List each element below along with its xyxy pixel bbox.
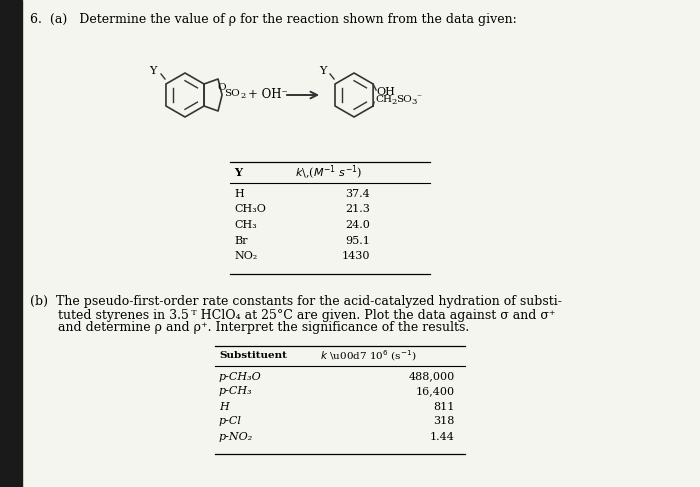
- Text: tuted styrenes in 3.5 ᵀ HClO₄ at 25°C are given. Plot the data against σ and σ⁺: tuted styrenes in 3.5 ᵀ HClO₄ at 25°C ar…: [30, 308, 556, 321]
- Text: H: H: [234, 189, 244, 199]
- Text: 2: 2: [240, 92, 245, 100]
- Text: Substituent: Substituent: [219, 351, 287, 360]
- Text: 811: 811: [433, 401, 455, 412]
- Text: 1430: 1430: [342, 251, 370, 261]
- Text: SO: SO: [396, 95, 412, 105]
- Text: NO₂: NO₂: [234, 251, 258, 261]
- Text: Y: Y: [234, 168, 242, 179]
- Text: 24.0: 24.0: [345, 220, 370, 230]
- Text: 488,000: 488,000: [409, 372, 455, 381]
- Text: 16,400: 16,400: [416, 387, 455, 396]
- Text: $k$\,($M^{-1}$ $s^{-1}$): $k$\,($M^{-1}$ $s^{-1}$): [295, 164, 363, 182]
- Text: CH: CH: [375, 95, 392, 105]
- Text: 2: 2: [391, 98, 396, 106]
- Text: 21.3: 21.3: [345, 205, 370, 214]
- Text: $k$ \u00d7 10$^6$ (s$^{-1}$): $k$ \u00d7 10$^6$ (s$^{-1}$): [320, 348, 416, 363]
- Text: O: O: [217, 82, 225, 92]
- Text: p-CH₃: p-CH₃: [219, 387, 253, 396]
- Text: Y: Y: [318, 66, 326, 76]
- Text: SO: SO: [224, 90, 240, 98]
- Text: Y: Y: [150, 66, 157, 76]
- Text: 318: 318: [433, 416, 455, 427]
- Text: p-CH₃O: p-CH₃O: [219, 372, 262, 381]
- Text: (b)  The pseudo-first-order rate constants for the acid-catalyzed hydration of s: (b) The pseudo-first-order rate constant…: [30, 296, 562, 308]
- Text: 1.44: 1.44: [430, 431, 455, 442]
- Text: CH₃O: CH₃O: [234, 205, 266, 214]
- Text: 3: 3: [411, 98, 416, 106]
- Text: and determine ρ and ρ⁺. Interpret the significance of the results.: and determine ρ and ρ⁺. Interpret the si…: [30, 321, 469, 335]
- Bar: [0, 0, 22, 487]
- Text: ⁻: ⁻: [416, 94, 421, 102]
- Text: 6.  (a)   Determine the value of ρ for the reaction shown from the data given:: 6. (a) Determine the value of ρ for the …: [30, 13, 517, 26]
- Text: + OH⁻: + OH⁻: [248, 88, 288, 100]
- Text: 95.1: 95.1: [345, 236, 370, 245]
- Text: 37.4: 37.4: [345, 189, 370, 199]
- Text: p-Cl: p-Cl: [219, 416, 242, 427]
- Text: Br: Br: [234, 236, 248, 245]
- Text: p-NO₂: p-NO₂: [219, 431, 253, 442]
- Text: OH: OH: [376, 87, 395, 97]
- Text: H: H: [219, 401, 229, 412]
- Text: CH₃: CH₃: [234, 220, 257, 230]
